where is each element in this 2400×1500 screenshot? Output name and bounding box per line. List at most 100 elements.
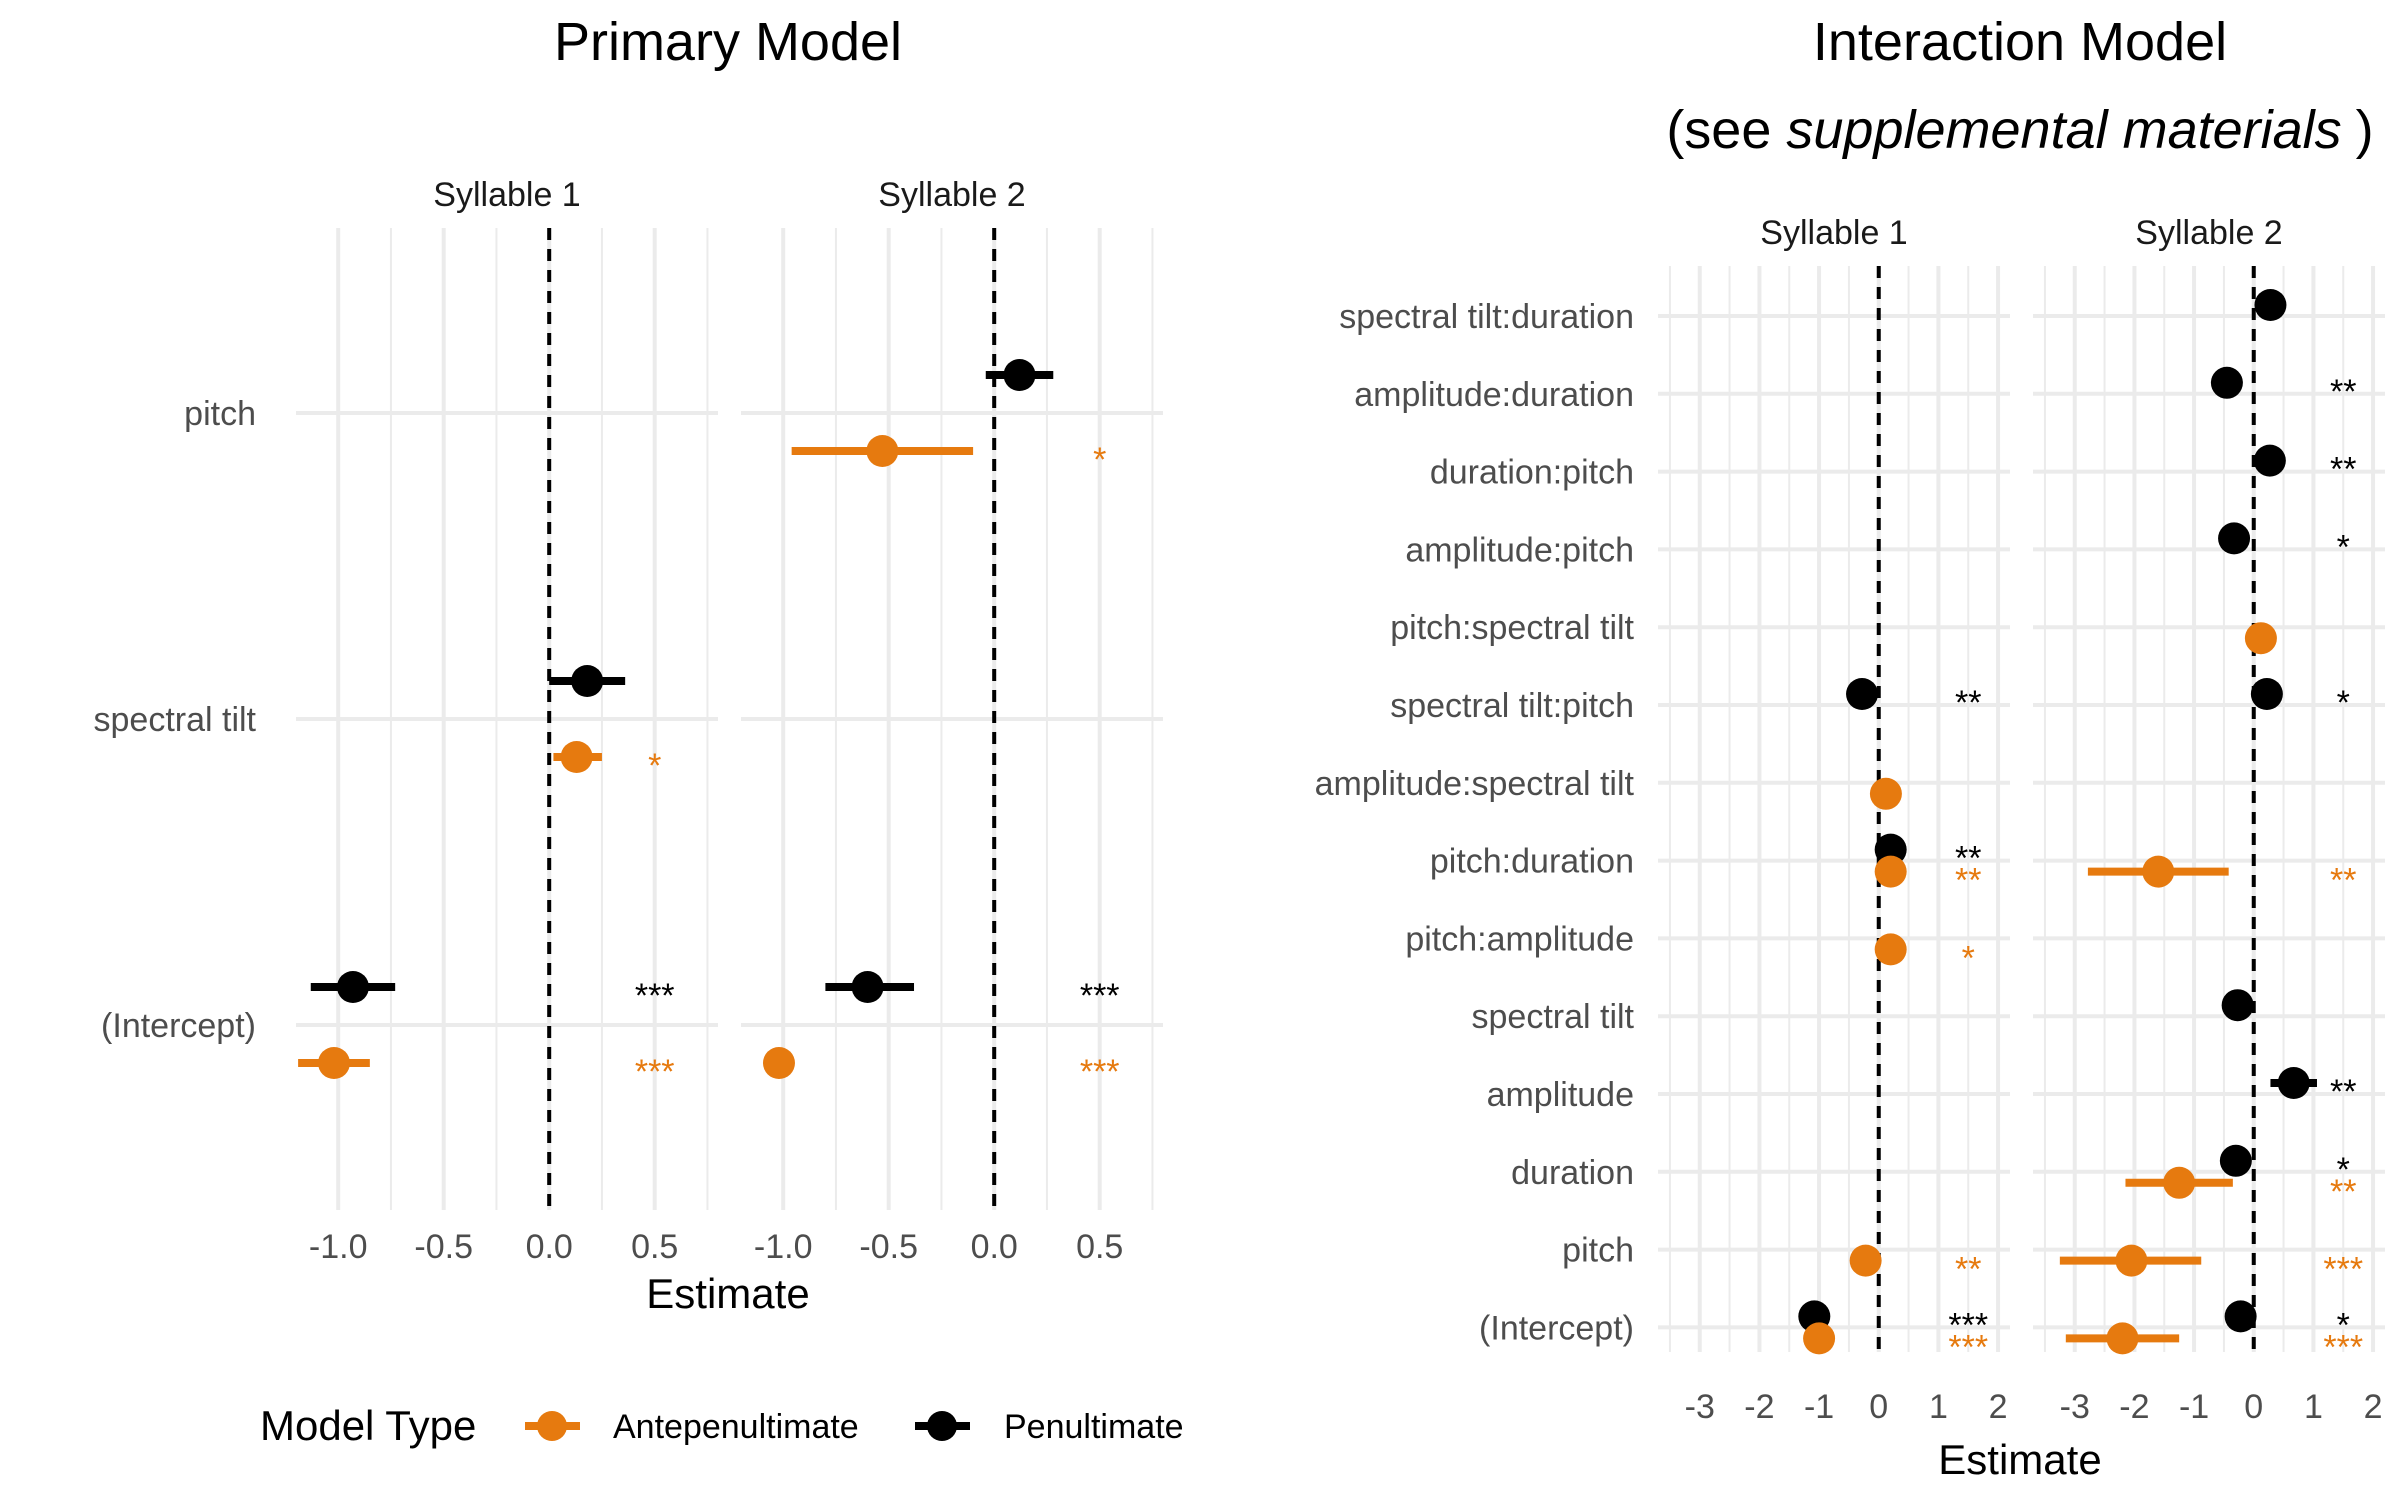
x-tick-label: -1.0 — [309, 1228, 368, 1266]
point-spectral-tilt-pitch-penultimate — [1846, 678, 1879, 710]
significance-intercept-antepenultimate: *** — [2323, 1328, 2363, 1366]
point-duration-penultimate — [2219, 1144, 2252, 1177]
point-pitch-duration-antepenultimate — [1874, 855, 1907, 888]
facet-label-syllable-1: Syllable 1 — [1760, 214, 1907, 252]
x-tick-label: 0.5 — [631, 1228, 678, 1266]
x-tick-label: 0 — [2244, 1388, 2263, 1426]
y-tick-label-interaction-duration-pitch: duration:pitch — [1430, 454, 1634, 492]
y-tick-label-primary-intercept: (Intercept) — [101, 1007, 256, 1045]
subtitle-prefix: (see — [1666, 100, 1786, 160]
point-amplitude-spectral-tilt-antepenultimate — [1869, 777, 1902, 810]
significance-intercept-antepenultimate: *** — [1080, 1053, 1120, 1091]
significance-pitch-antepenultimate: * — [1093, 441, 1106, 479]
point-intercept-penultimate — [336, 971, 369, 1003]
x-tick-label: -2 — [2119, 1388, 2149, 1426]
y-tick-label-primary-pitch: pitch — [184, 395, 256, 433]
y-tick-label-interaction-intercept: (Intercept) — [1479, 1309, 1634, 1347]
interaction-model-plot: spectral tilt:duration amplitude:duration… — [1315, 214, 2385, 1426]
y-tick-label-interaction-pitch: pitch — [1562, 1232, 1634, 1270]
primary-model-title: Primary Model — [554, 12, 902, 72]
interaction-facet-syllable-1: Syllable 1-3 -2 -1 0 1 2*************** — [1658, 214, 2010, 1426]
x-tick-label: 0.0 — [526, 1228, 573, 1266]
y-tick-label-interaction-pitch-amplitude: pitch:amplitude — [1405, 920, 1634, 958]
subtitle-italic: supplemental materials — [1786, 100, 2341, 160]
significance-amplitude-penultimate: ** — [2330, 1073, 2356, 1111]
significance-intercept-antepenultimate: *** — [1948, 1328, 1988, 1366]
interaction-model-subtitle: (see supplemental materials) — [1666, 100, 2373, 160]
point-pitch-duration-antepenultimate — [2142, 855, 2175, 888]
legend: Model Type Antepenultimate Penultimate — [260, 1402, 1184, 1449]
significance-amplitude-pitch-penultimate: * — [2337, 528, 2350, 566]
significance-pitch-antepenultimate: ** — [1955, 1251, 1981, 1289]
point-pitch-spectral-tilt-antepenultimate — [2244, 622, 2277, 655]
significance-duration-antepenultimate: ** — [2330, 1173, 2356, 1211]
x-tick-label: -2 — [1744, 1388, 1774, 1426]
y-tick-label-interaction-spectral-tilt-duration: spectral tilt:duration — [1339, 298, 1634, 336]
y-tick-label-interaction-amplitude-duration: amplitude:duration — [1354, 376, 1634, 414]
point-pitch-antepenultimate — [1849, 1244, 1882, 1277]
significance-intercept-penultimate: * — [2337, 1306, 2350, 1344]
interaction-facet-syllable-2: Syllable 2-3 -2 -1 0 1 2******************** — [2033, 214, 2385, 1426]
y-tick-label-interaction-spectral-tilt-pitch: spectral tilt:pitch — [1390, 687, 1634, 725]
significance-duration-pitch-penultimate: ** — [2330, 451, 2356, 489]
primary-model-xlabel: Estimate — [646, 1270, 809, 1317]
legend-key-penultimate-dot — [927, 1411, 957, 1441]
y-tick-label-primary-spectral-tilt: spectral tilt — [94, 701, 257, 739]
interaction-model-xlabel: Estimate — [1938, 1436, 2101, 1483]
x-tick-label: 2 — [1989, 1388, 2008, 1426]
y-tick-label-interaction-spectral-tilt: spectral tilt — [1472, 998, 1635, 1036]
point-intercept-antepenultimate — [762, 1047, 795, 1079]
y-tick-label-interaction-amplitude-spectral-tilt: amplitude:spectral tilt — [1315, 765, 1635, 803]
point-intercept-antepenultimate — [2106, 1322, 2139, 1355]
facet-label-syllable-2: Syllable 2 — [878, 176, 1025, 214]
significance-intercept-penultimate: *** — [1948, 1306, 1988, 1344]
significance-pitch-antepenultimate: *** — [2323, 1251, 2363, 1289]
y-tick-label-interaction-duration: duration — [1511, 1154, 1634, 1192]
legend-label-antepenultimate: Antepenultimate — [613, 1408, 859, 1446]
significance-spectral-tilt-pitch-penultimate: ** — [1955, 684, 1981, 722]
primary-model-chart: Primary Model pitch spectral tilt (Interce… — [94, 12, 1163, 1317]
significance-spectral-tilt-antepenultimate: * — [648, 747, 661, 785]
x-tick-label: -1 — [1804, 1388, 1834, 1426]
legend-item-antepenultimate: Antepenultimate — [525, 1408, 859, 1446]
point-spectral-tilt-duration-penultimate — [2254, 289, 2287, 321]
subtitle-suffix: ) — [2356, 100, 2374, 160]
point-pitch-antepenultimate — [2115, 1244, 2148, 1277]
x-tick-label: -0.5 — [414, 1228, 473, 1266]
significance-pitch-duration-antepenultimate: ** — [2330, 862, 2356, 900]
x-tick-label: -1.0 — [754, 1228, 813, 1266]
x-tick-label: 0 — [1869, 1388, 1888, 1426]
significance-pitch-duration-penultimate: ** — [1955, 840, 1981, 878]
point-spectral-tilt-penultimate — [2221, 989, 2254, 1022]
x-tick-label: 1 — [1929, 1388, 1948, 1426]
significance-intercept-antepenultimate: *** — [635, 1053, 675, 1091]
point-intercept-penultimate — [851, 971, 884, 1003]
significance-amplitude-duration-penultimate: ** — [2330, 373, 2356, 411]
x-tick-label: -0.5 — [859, 1228, 918, 1266]
point-amplitude-penultimate — [2277, 1067, 2310, 1099]
point-amplitude-duration-penultimate — [2210, 366, 2243, 399]
legend-item-penultimate: Penultimate — [915, 1408, 1184, 1446]
point-pitch-duration-penultimate — [1874, 833, 1907, 866]
x-tick-label: 2 — [2364, 1388, 2383, 1426]
legend-title: Model Type — [260, 1402, 476, 1449]
facet-label-syllable-1: Syllable 1 — [433, 176, 580, 214]
y-tick-label-interaction-pitch-duration: pitch:duration — [1430, 843, 1634, 881]
point-spectral-tilt-penultimate — [571, 665, 604, 697]
point-intercept-penultimate — [2224, 1300, 2257, 1333]
y-tick-label-interaction-amplitude-pitch: amplitude:pitch — [1405, 531, 1634, 569]
point-duration-antepenultimate — [2163, 1166, 2196, 1199]
x-tick-label: -3 — [1685, 1388, 1715, 1426]
facet-label-syllable-2: Syllable 2 — [2135, 214, 2282, 252]
y-tick-label-interaction-pitch-spectral-tilt: pitch:spectral tilt — [1390, 609, 1634, 647]
legend-label-penultimate: Penultimate — [1004, 1408, 1184, 1446]
significance-pitch-amplitude-antepenultimate: * — [1962, 939, 1975, 977]
significance-intercept-penultimate: *** — [1080, 977, 1120, 1015]
primary-model-plot: pitch spectral tilt (Intercept) Syllable 1 -… — [94, 176, 1163, 1266]
x-tick-label: -3 — [2060, 1388, 2090, 1426]
legend-key-antepenultimate-dot — [537, 1411, 567, 1441]
interaction-model-title: Interaction Model — [1813, 12, 2227, 72]
x-tick-label: 1 — [2304, 1388, 2323, 1426]
significance-pitch-duration-antepenultimate: ** — [1955, 862, 1981, 900]
